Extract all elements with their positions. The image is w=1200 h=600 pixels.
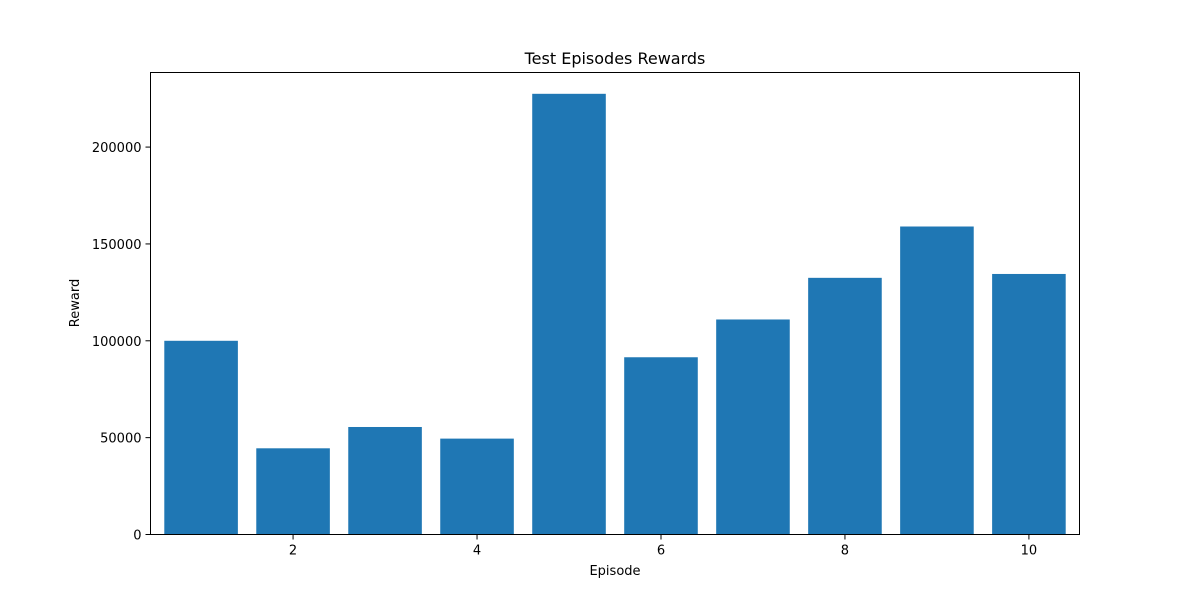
bar-episode-4: [440, 438, 514, 535]
bar-episode-8: [808, 277, 882, 535]
y-tick-label: 150000: [92, 238, 142, 253]
chart-title: Test Episodes Rewards: [524, 49, 706, 68]
x-axis-ticks: 2 4 6 8 10: [289, 534, 1038, 559]
plot-frame: [150, 72, 1080, 535]
bar-episode-3: [348, 426, 422, 535]
y-tick-label: 50000: [100, 432, 141, 447]
bars-group: [164, 93, 1066, 535]
y-axis-ticks: 0 50000 100000 150000 200000: [92, 141, 151, 544]
bar-episode-7: [716, 319, 790, 535]
bar-episode-10: [992, 273, 1066, 535]
y-tick-label: 200000: [92, 141, 142, 156]
bar-episode-5: [532, 93, 606, 535]
x-tick-label: 6: [657, 544, 665, 559]
x-tick-label: 10: [1021, 544, 1038, 559]
x-axis-label: Episode: [589, 564, 640, 579]
x-tick-label: 4: [473, 544, 481, 559]
bar-episode-1: [164, 340, 238, 535]
y-tick-label: 0: [133, 529, 141, 544]
bar-episode-2: [256, 448, 330, 535]
y-axis-label: Reward: [68, 279, 83, 327]
bar-episode-6: [624, 357, 698, 535]
x-tick-label: 2: [289, 544, 297, 559]
bar-episode-9: [900, 226, 974, 535]
x-tick-label: 8: [841, 544, 849, 559]
y-tick-label: 100000: [92, 335, 142, 350]
